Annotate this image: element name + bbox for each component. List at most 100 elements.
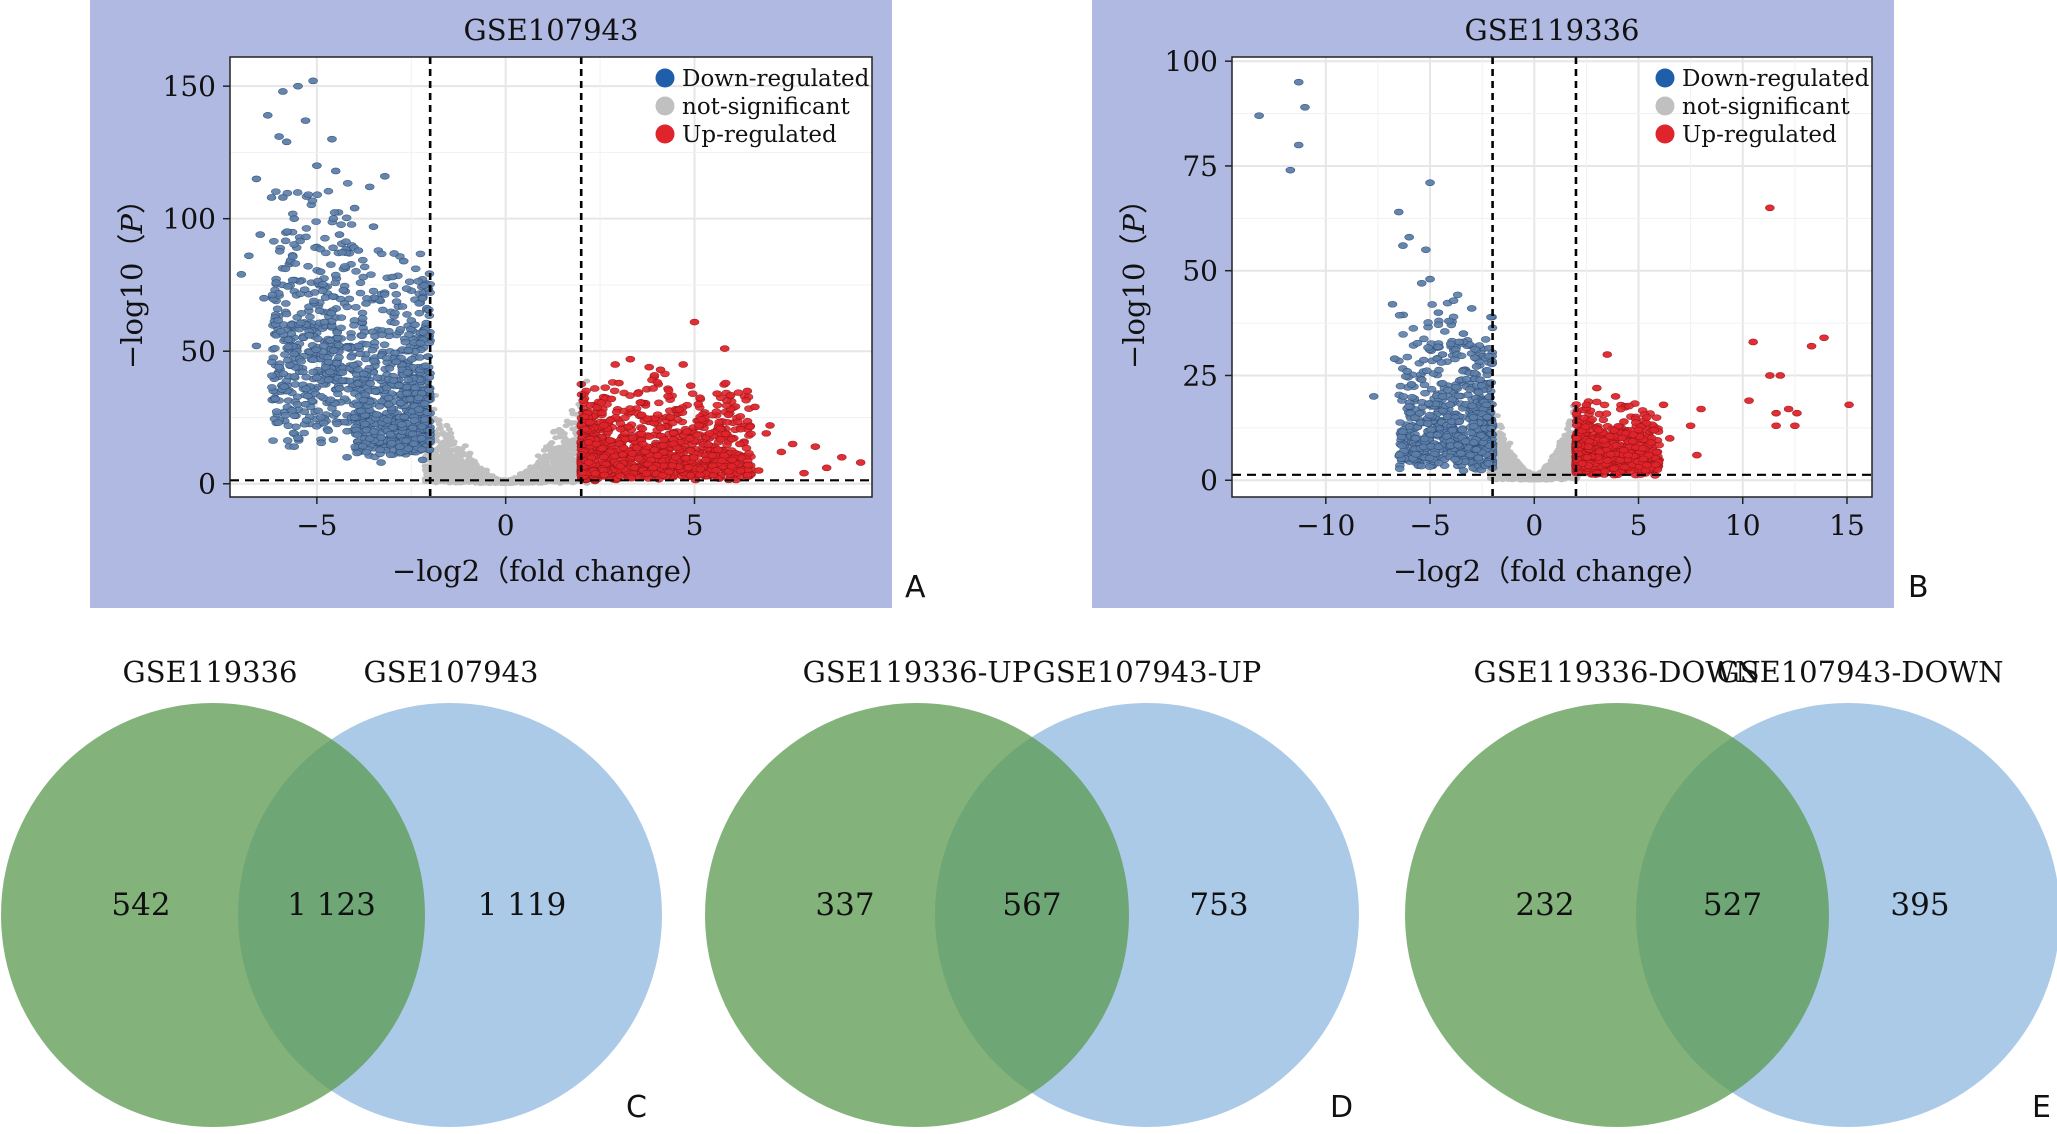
data-point [625, 355, 636, 363]
not-significant-point [443, 423, 451, 429]
down-point [303, 191, 314, 198]
down-point [333, 390, 343, 398]
down-point [307, 197, 318, 205]
down-point [289, 412, 300, 420]
up-point [585, 418, 595, 426]
not-significant-point [456, 458, 464, 464]
down-point [366, 271, 376, 278]
up-point [722, 418, 732, 426]
data-point [364, 183, 375, 191]
data-point [312, 374, 322, 382]
down-point [281, 300, 291, 307]
down-point [326, 261, 336, 268]
down-point [271, 188, 281, 195]
up-point [735, 467, 746, 474]
down-point [307, 397, 317, 405]
not-significant-point [540, 460, 548, 466]
down-point [386, 439, 397, 447]
not-significant-point [550, 428, 558, 434]
data-point [353, 247, 364, 254]
up-point [727, 435, 737, 443]
data-point [383, 400, 394, 408]
up-point [620, 414, 630, 421]
plot-area [1232, 57, 1872, 497]
down-point [299, 408, 310, 415]
x-tick-label: −5 [296, 509, 337, 542]
series-down [236, 77, 428, 466]
down-point [272, 305, 283, 313]
data-point [821, 464, 832, 472]
up-point [668, 440, 679, 448]
not-significant-point [454, 468, 462, 474]
not-significant-point [569, 411, 577, 417]
down-point [358, 396, 369, 404]
data-point [251, 175, 262, 183]
up-point [634, 455, 644, 462]
up-point [667, 462, 678, 469]
data-point [334, 385, 345, 392]
data-point [735, 440, 745, 448]
down-point [301, 225, 312, 232]
data-point [364, 435, 375, 442]
down-point [299, 286, 310, 293]
down-point [382, 416, 393, 424]
data-point [361, 300, 371, 307]
down-point [282, 228, 293, 235]
not-significant-point [551, 470, 559, 476]
down-point [287, 407, 297, 414]
data-point [693, 400, 704, 408]
data-point [648, 464, 658, 472]
data-point [353, 342, 364, 350]
not-significant-point [527, 464, 535, 470]
not-significant-point [450, 453, 458, 459]
down-point [388, 377, 399, 384]
down-point [387, 424, 398, 431]
down-point [316, 393, 326, 400]
up-point [636, 430, 647, 438]
down-point [358, 370, 369, 378]
up-point [695, 394, 705, 402]
down-point [318, 281, 328, 288]
down-point [331, 359, 342, 367]
up-point [649, 446, 660, 454]
down-point [390, 309, 400, 317]
not-significant-point [1500, 436, 1508, 442]
data-point [278, 88, 288, 95]
down-point [384, 365, 395, 372]
up-point [635, 399, 646, 406]
down-point [278, 370, 289, 377]
data-point [270, 395, 281, 403]
not-significant-point [457, 463, 465, 469]
legend: Down-regulatednot-significantUp-regulate… [655, 66, 870, 148]
down-point [361, 448, 372, 456]
data-point [417, 456, 428, 464]
up-point [659, 436, 669, 443]
data-point [342, 453, 352, 461]
down-point [301, 385, 311, 393]
down-point [409, 440, 419, 448]
down-point [280, 411, 291, 419]
up-point [733, 389, 744, 396]
down-point [346, 221, 357, 228]
not-significant-point [423, 463, 431, 469]
data-point [289, 443, 300, 450]
data-point [327, 135, 337, 143]
down-point [281, 310, 292, 318]
down-point [390, 319, 400, 327]
up-point [648, 385, 658, 392]
data-point [591, 440, 602, 448]
data-point [372, 374, 383, 382]
down-point [342, 180, 353, 187]
down-point [320, 234, 330, 242]
down-point [289, 373, 300, 380]
down-point [401, 437, 411, 445]
down-point [371, 411, 382, 418]
down-point [337, 369, 348, 376]
down-point [397, 303, 408, 310]
up-point [625, 405, 635, 412]
down-point [342, 344, 352, 351]
data-point [376, 459, 386, 466]
down-point [292, 401, 303, 408]
up-point [683, 464, 694, 471]
not-significant-point [523, 477, 531, 483]
